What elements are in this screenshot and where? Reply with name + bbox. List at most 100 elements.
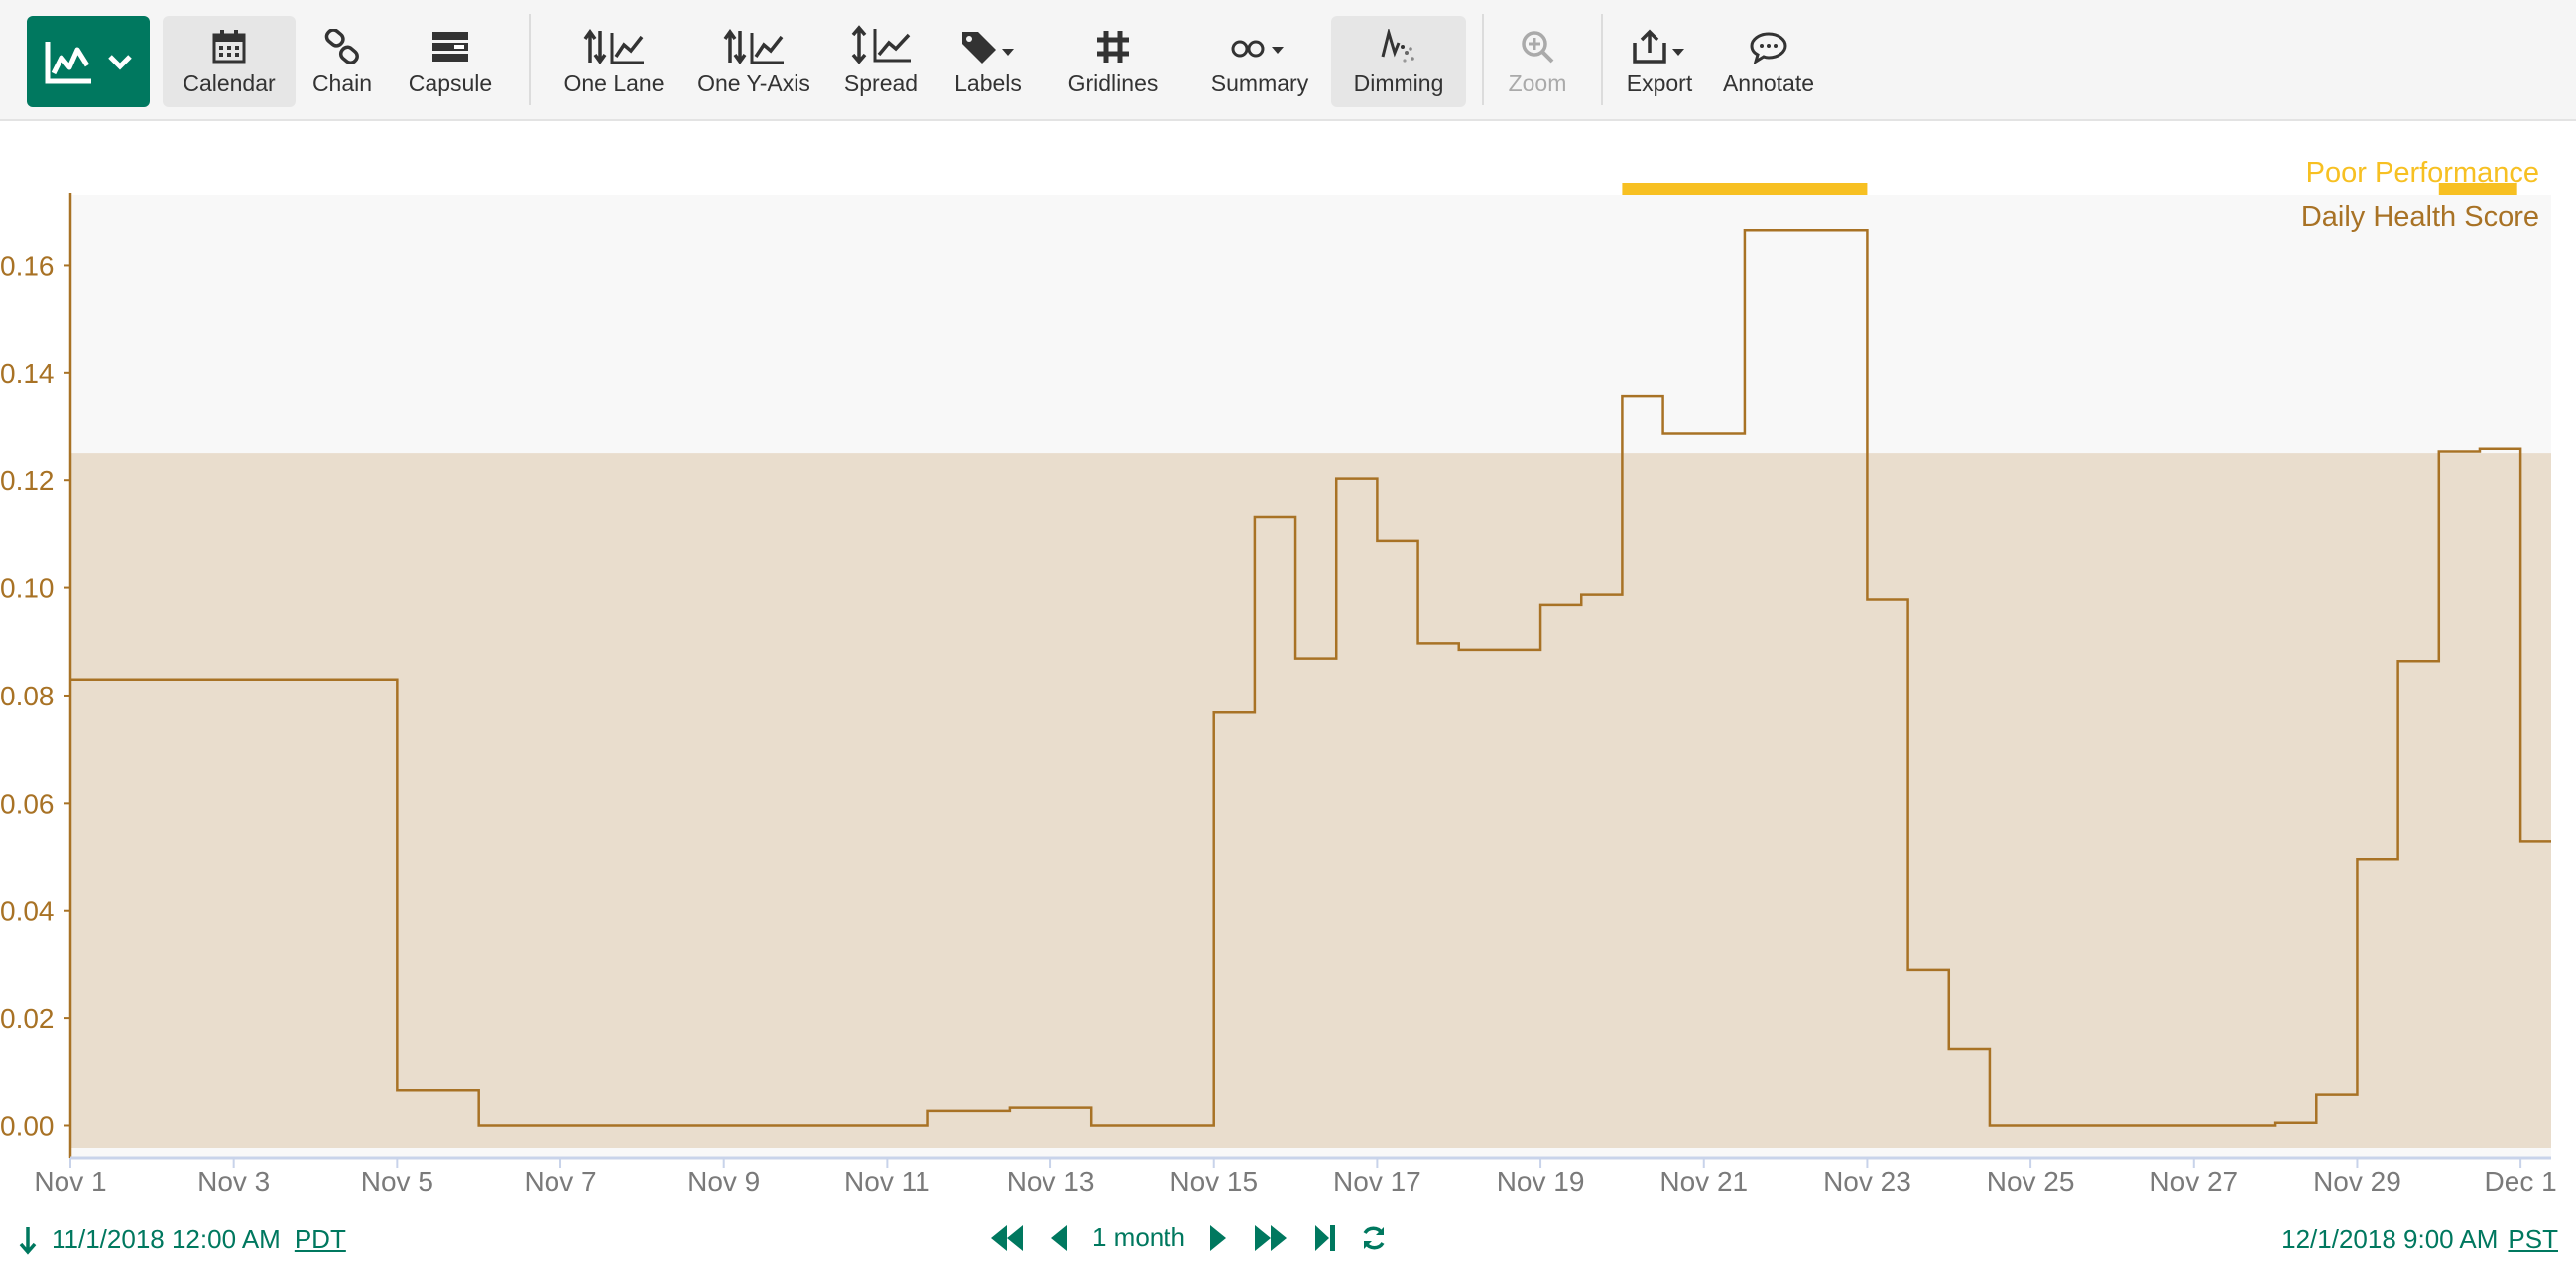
capsule-poor-performance[interactable]: [1622, 183, 1868, 195]
range-duration[interactable]: 1 month: [1092, 1222, 1185, 1252]
capsule-icon: [432, 32, 468, 62]
chain-label: Chain: [311, 70, 373, 96]
line-chart-icon: [45, 42, 91, 84]
jump-to-now-button[interactable]: [1312, 1223, 1338, 1253]
gridlines-label: Gridlines: [1067, 70, 1159, 96]
y-tick-label: 0.00: [0, 1110, 55, 1141]
legend-poor-performance: Poor Performance: [2306, 157, 2539, 189]
x-tick-label: Nov 27: [2149, 1166, 2238, 1197]
x-tick-label: Dec 1: [2485, 1166, 2557, 1197]
x-tick-label: Nov 7: [524, 1166, 596, 1197]
labels-button[interactable]: Labels: [944, 16, 1032, 107]
forward-icon: [1209, 1224, 1226, 1251]
step-back-far-button[interactable]: [987, 1223, 1027, 1253]
export-icon: [1633, 29, 1684, 64]
one-lane-button[interactable]: One Lane: [556, 16, 672, 107]
y-axis: 0.00 0.02 0.04 0.06 0.08 0.10 0.12 0.14 0.16: [0, 250, 70, 1141]
y-tick-label: 0.08: [0, 681, 55, 711]
gridlines-button[interactable]: Gridlines: [1059, 16, 1166, 107]
one-y-axis-icon: [723, 29, 784, 64]
dimming-icon: [1381, 29, 1414, 63]
grid-icon: [1097, 31, 1129, 63]
x-tick-label: Nov 3: [197, 1166, 270, 1197]
one-lane-icon: [583, 29, 644, 64]
toolbar-divider: [529, 14, 531, 105]
threshold-band: [70, 453, 2551, 1149]
y-tick-label: 0.16: [0, 250, 55, 281]
annotate-button[interactable]: Annotate: [1714, 16, 1823, 107]
capsule-poor-performance[interactable]: [2438, 183, 2517, 195]
y-tick-label: 0.06: [0, 788, 55, 819]
x-tick-label: Nov 1: [34, 1166, 106, 1197]
one-y-axis-label: One Y-Axis: [697, 70, 810, 96]
x-tick-label: Nov 11: [844, 1166, 930, 1197]
legend-daily-health-score: Daily Health Score: [2301, 201, 2539, 233]
y-tick-label: 0.02: [0, 1003, 55, 1034]
refresh-button[interactable]: [1360, 1224, 1388, 1252]
step-back-button[interactable]: [1048, 1223, 1070, 1253]
refresh-icon: [1363, 1226, 1385, 1249]
capsule-button[interactable]: Capsule: [395, 16, 506, 107]
labels-label: Labels: [954, 70, 1022, 96]
start-timezone-link[interactable]: PDT: [294, 1224, 346, 1254]
end-date[interactable]: 12/1/2018 9:00 AM: [2281, 1224, 2499, 1254]
one-lane-label: One Lane: [563, 70, 665, 96]
x-tick-label: Nov 23: [1823, 1166, 1911, 1197]
x-tick-label: Nov 17: [1333, 1166, 1421, 1197]
start-time-control: 11/1/2018 12:00 AM PDT: [18, 1224, 346, 1255]
zoom-button[interactable]: Zoom: [1500, 16, 1575, 107]
x-tick-label: Nov 29: [2313, 1166, 2401, 1197]
chain-button[interactable]: Chain: [303, 16, 382, 107]
start-date[interactable]: 11/1/2018 12:00 AM: [52, 1224, 281, 1254]
x-tick-label: Nov 19: [1497, 1166, 1585, 1197]
one-y-axis-button[interactable]: One Y-Axis: [694, 16, 813, 107]
dimming-button[interactable]: Dimming: [1331, 16, 1466, 107]
y-tick-label: 0.12: [0, 465, 55, 496]
chain-link-icon: [324, 29, 359, 64]
calendar-label: Calendar: [183, 70, 276, 96]
back-icon: [1051, 1224, 1067, 1251]
trend-chart[interactable]: Nov 1 Nov 3 Nov 5 Nov 7 Nov 9 Nov 11 Nov 13 Nov…: [0, 139, 2576, 1210]
step-forward-far-button[interactable]: [1251, 1223, 1290, 1253]
x-tick-label: Nov 21: [1659, 1166, 1748, 1197]
arrow-down-icon[interactable]: [18, 1225, 38, 1255]
annotate-label: Annotate: [1722, 70, 1815, 96]
end-time-control: 12/1/2018 9:00 AM PST: [2281, 1224, 2558, 1255]
x-axis: Nov 1 Nov 3 Nov 5 Nov 7 Nov 9 Nov 11 Nov 13 Nov…: [34, 1158, 2557, 1197]
summary-label: Summary: [1210, 70, 1309, 96]
export-button[interactable]: Export: [1619, 16, 1700, 107]
step-forward-button[interactable]: [1207, 1223, 1229, 1253]
y-tick-label: 0.04: [0, 896, 55, 927]
x-tick-label: Nov 15: [1169, 1166, 1258, 1197]
x-tick-label: Nov 13: [1007, 1166, 1095, 1197]
spread-label: Spread: [843, 70, 919, 96]
x-tick-label: Nov 5: [361, 1166, 433, 1197]
app-menu-button[interactable]: [27, 16, 150, 107]
dimming-label: Dimming: [1353, 70, 1444, 96]
y-tick-label: 0.14: [0, 358, 55, 389]
export-label: Export: [1626, 70, 1693, 96]
binoculars-icon: [1231, 40, 1284, 58]
calendar-button[interactable]: Calendar: [163, 16, 296, 107]
series-line-daily-health-score[interactable]: [70, 228, 2551, 1127]
double-back-icon: [991, 1224, 1023, 1251]
spread-button[interactable]: Spread: [837, 16, 924, 107]
skip-to-end-icon: [1314, 1224, 1335, 1251]
double-forward-icon: [1254, 1224, 1287, 1251]
spread-icon: [851, 25, 911, 64]
tag-icon: [962, 32, 1014, 64]
summary-button[interactable]: Summary: [1202, 16, 1317, 107]
toolbar-divider: [1482, 14, 1484, 105]
x-tick-label: Nov 25: [1987, 1166, 2075, 1197]
comment-icon: [1750, 32, 1787, 64]
toolbar-divider: [1601, 14, 1603, 105]
calendar-icon: [212, 30, 246, 64]
chevron-down-icon: [108, 55, 132, 70]
toolbar: Calendar Chain Capsule One Lane: [0, 0, 2576, 121]
end-timezone-link[interactable]: PST: [2508, 1224, 2558, 1254]
time-navigation: 1 month: [987, 1222, 1388, 1253]
y-tick-label: 0.10: [0, 573, 55, 604]
capsule-lane-poor-performance[interactable]: [1622, 183, 2517, 195]
zoom-in-icon: [1522, 31, 1554, 64]
x-tick-label: Nov 9: [687, 1166, 760, 1197]
